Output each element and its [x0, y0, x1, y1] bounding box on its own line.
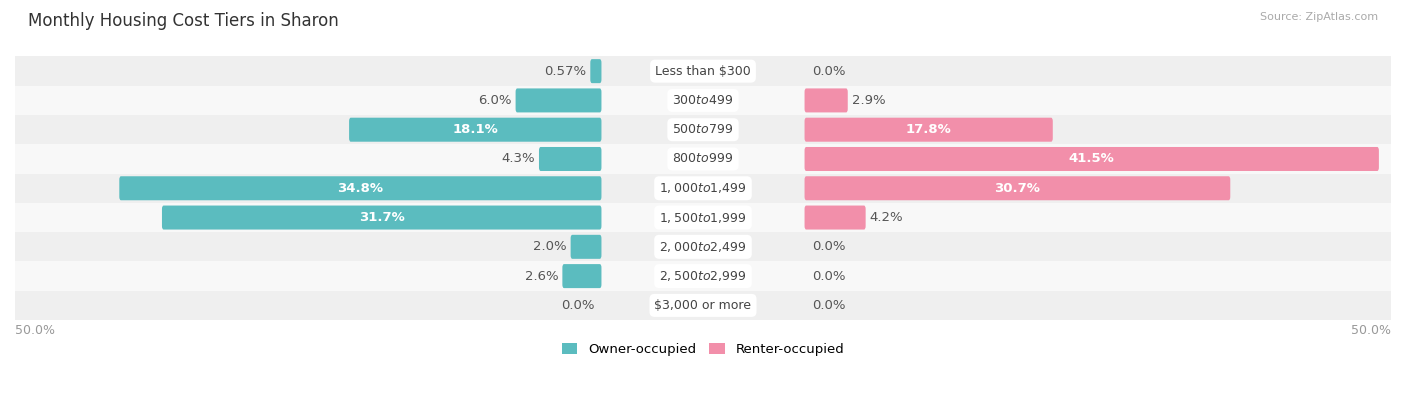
Text: 0.0%: 0.0% [561, 299, 595, 312]
FancyBboxPatch shape [804, 176, 1230, 200]
Bar [15, 115, 1391, 144]
Text: $2,000 to $2,499: $2,000 to $2,499 [659, 240, 747, 254]
Text: Less than $300: Less than $300 [655, 65, 751, 78]
Text: $300 to $499: $300 to $499 [672, 94, 734, 107]
Text: 41.5%: 41.5% [1069, 152, 1115, 166]
Text: Monthly Housing Cost Tiers in Sharon: Monthly Housing Cost Tiers in Sharon [28, 12, 339, 30]
Text: $500 to $799: $500 to $799 [672, 123, 734, 136]
FancyBboxPatch shape [120, 176, 602, 200]
Text: 4.2%: 4.2% [869, 211, 903, 224]
FancyBboxPatch shape [804, 118, 1053, 142]
Text: 2.6%: 2.6% [524, 270, 558, 283]
Text: 0.0%: 0.0% [811, 270, 845, 283]
FancyBboxPatch shape [591, 59, 602, 83]
Legend: Owner-occupied, Renter-occupied: Owner-occupied, Renter-occupied [557, 337, 849, 361]
FancyBboxPatch shape [349, 118, 602, 142]
Bar [15, 173, 1391, 203]
Text: 0.57%: 0.57% [544, 65, 586, 78]
FancyBboxPatch shape [804, 205, 866, 229]
Text: 18.1%: 18.1% [453, 123, 498, 136]
Text: 0.0%: 0.0% [811, 299, 845, 312]
Bar [15, 232, 1391, 261]
Text: 17.8%: 17.8% [905, 123, 952, 136]
Bar [15, 291, 1391, 320]
Text: 4.3%: 4.3% [502, 152, 536, 166]
Text: 0.0%: 0.0% [811, 65, 845, 78]
FancyBboxPatch shape [538, 147, 602, 171]
Bar [15, 86, 1391, 115]
Bar [15, 261, 1391, 291]
Bar [15, 56, 1391, 86]
Bar [15, 203, 1391, 232]
Text: $3,000 or more: $3,000 or more [655, 299, 751, 312]
Text: 2.0%: 2.0% [533, 240, 567, 253]
Text: 30.7%: 30.7% [994, 182, 1040, 195]
Text: 34.8%: 34.8% [337, 182, 384, 195]
Text: $800 to $999: $800 to $999 [672, 152, 734, 166]
Text: 50.0%: 50.0% [15, 324, 55, 337]
Text: 50.0%: 50.0% [1351, 324, 1391, 337]
FancyBboxPatch shape [804, 88, 848, 112]
Text: Source: ZipAtlas.com: Source: ZipAtlas.com [1260, 12, 1378, 22]
FancyBboxPatch shape [804, 147, 1379, 171]
Text: 0.0%: 0.0% [811, 240, 845, 253]
Text: $1,000 to $1,499: $1,000 to $1,499 [659, 181, 747, 195]
Text: 31.7%: 31.7% [359, 211, 405, 224]
Bar [15, 144, 1391, 173]
Text: 6.0%: 6.0% [478, 94, 512, 107]
FancyBboxPatch shape [562, 264, 602, 288]
FancyBboxPatch shape [516, 88, 602, 112]
FancyBboxPatch shape [571, 235, 602, 259]
Text: $2,500 to $2,999: $2,500 to $2,999 [659, 269, 747, 283]
FancyBboxPatch shape [162, 205, 602, 229]
Text: 2.9%: 2.9% [852, 94, 886, 107]
Text: $1,500 to $1,999: $1,500 to $1,999 [659, 210, 747, 225]
